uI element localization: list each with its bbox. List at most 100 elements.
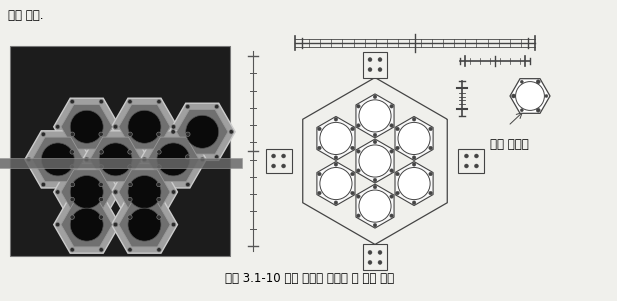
Circle shape xyxy=(142,157,146,162)
Circle shape xyxy=(390,195,394,198)
Circle shape xyxy=(373,140,377,144)
Circle shape xyxy=(157,197,161,202)
Circle shape xyxy=(320,123,352,154)
Polygon shape xyxy=(317,116,355,160)
Polygon shape xyxy=(112,98,178,155)
Circle shape xyxy=(157,215,161,219)
Circle shape xyxy=(357,195,360,198)
Circle shape xyxy=(186,104,190,109)
Circle shape xyxy=(318,127,321,131)
Circle shape xyxy=(536,80,540,84)
Circle shape xyxy=(215,104,219,109)
Circle shape xyxy=(368,250,372,254)
Polygon shape xyxy=(356,139,394,183)
Circle shape xyxy=(186,155,190,159)
Circle shape xyxy=(357,104,360,108)
Polygon shape xyxy=(61,104,112,149)
Circle shape xyxy=(373,178,377,182)
Circle shape xyxy=(171,130,175,134)
Circle shape xyxy=(390,124,394,127)
Circle shape xyxy=(99,197,104,202)
Circle shape xyxy=(128,215,132,219)
Bar xyxy=(10,46,230,256)
Circle shape xyxy=(350,146,354,150)
Circle shape xyxy=(281,154,286,158)
Circle shape xyxy=(186,132,190,136)
Circle shape xyxy=(128,132,132,136)
Polygon shape xyxy=(61,202,112,247)
Polygon shape xyxy=(317,162,355,206)
Circle shape xyxy=(41,182,46,187)
Circle shape xyxy=(357,150,360,153)
Circle shape xyxy=(70,247,75,252)
Circle shape xyxy=(378,250,382,254)
Polygon shape xyxy=(169,103,235,160)
Circle shape xyxy=(41,143,75,176)
Circle shape xyxy=(128,182,132,187)
Circle shape xyxy=(172,125,176,129)
Circle shape xyxy=(41,132,46,136)
Circle shape xyxy=(114,222,118,227)
Circle shape xyxy=(99,150,104,154)
Polygon shape xyxy=(54,163,120,221)
Circle shape xyxy=(395,172,399,176)
Bar xyxy=(0,158,242,168)
Polygon shape xyxy=(140,131,206,188)
Polygon shape xyxy=(25,131,91,188)
Circle shape xyxy=(334,163,337,166)
Circle shape xyxy=(114,222,118,227)
Circle shape xyxy=(395,146,399,150)
Circle shape xyxy=(357,214,360,218)
Circle shape xyxy=(520,109,523,112)
Circle shape xyxy=(429,146,433,150)
Polygon shape xyxy=(356,184,394,228)
Circle shape xyxy=(128,99,132,104)
Circle shape xyxy=(157,132,161,136)
Circle shape xyxy=(70,150,75,154)
Circle shape xyxy=(373,185,377,189)
Circle shape xyxy=(99,247,104,252)
Circle shape xyxy=(157,99,161,104)
Circle shape xyxy=(465,154,468,158)
Polygon shape xyxy=(118,170,170,214)
Circle shape xyxy=(373,133,377,137)
Circle shape xyxy=(128,208,161,241)
Circle shape xyxy=(359,190,391,222)
Circle shape xyxy=(412,156,416,160)
Polygon shape xyxy=(176,110,228,154)
Circle shape xyxy=(99,132,103,136)
Text: 중앙 지지대: 중앙 지지대 xyxy=(490,138,529,151)
Circle shape xyxy=(429,127,433,131)
Circle shape xyxy=(70,215,75,219)
Circle shape xyxy=(172,190,176,194)
Circle shape xyxy=(99,182,103,187)
Circle shape xyxy=(378,260,382,265)
Circle shape xyxy=(271,164,276,168)
Circle shape xyxy=(157,182,161,187)
Circle shape xyxy=(412,163,416,166)
Circle shape xyxy=(128,197,132,202)
Circle shape xyxy=(157,150,161,154)
Circle shape xyxy=(350,172,354,176)
Circle shape xyxy=(318,172,321,176)
Circle shape xyxy=(373,223,377,227)
Circle shape xyxy=(215,155,219,159)
Polygon shape xyxy=(112,163,178,221)
Circle shape xyxy=(99,165,104,169)
Circle shape xyxy=(85,157,89,162)
Circle shape xyxy=(357,124,360,127)
Circle shape xyxy=(200,157,205,162)
Circle shape xyxy=(359,100,391,132)
Polygon shape xyxy=(510,79,550,113)
Circle shape xyxy=(318,146,321,150)
Circle shape xyxy=(359,145,391,177)
Polygon shape xyxy=(54,98,120,155)
Polygon shape xyxy=(147,137,199,182)
Circle shape xyxy=(70,99,75,104)
Circle shape xyxy=(99,215,104,219)
Circle shape xyxy=(186,115,218,148)
Circle shape xyxy=(114,190,118,194)
Circle shape xyxy=(85,157,89,162)
Polygon shape xyxy=(61,170,112,214)
Circle shape xyxy=(70,132,75,136)
